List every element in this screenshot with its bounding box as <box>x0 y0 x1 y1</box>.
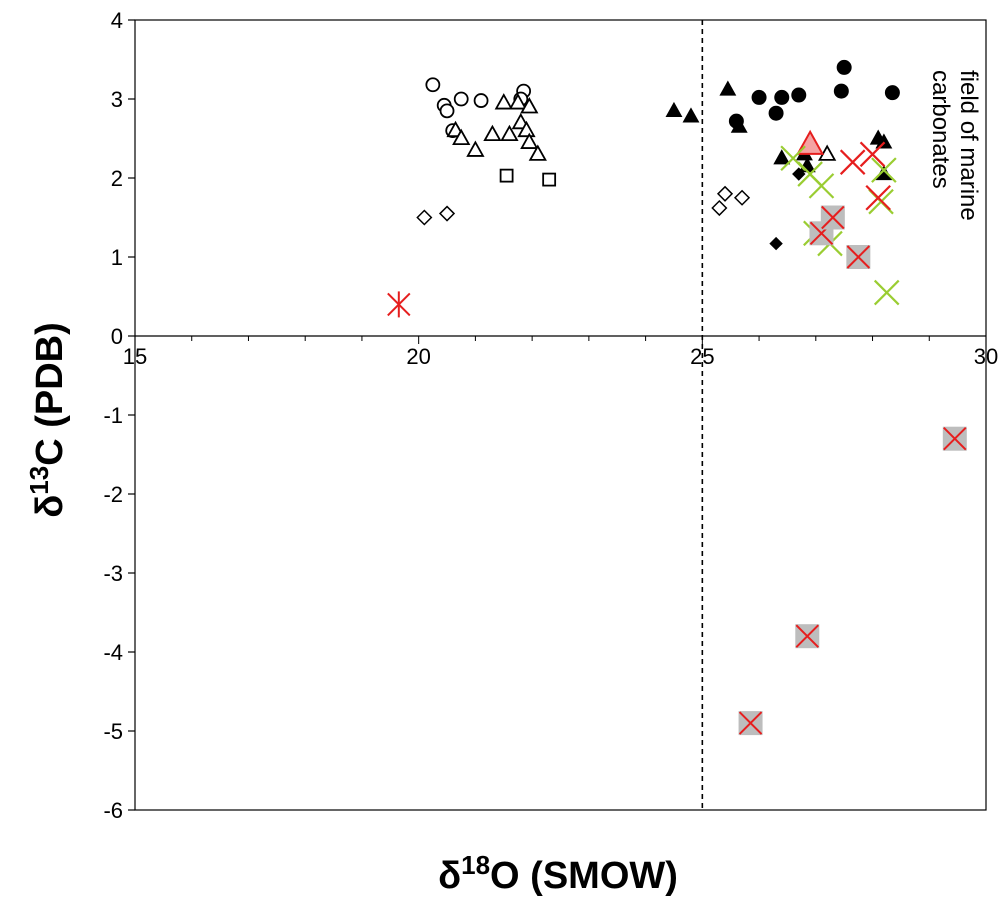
data-point-triangle-open <box>494 93 513 110</box>
y-tick-label: 2 <box>111 166 123 191</box>
axis-labels: 4 3 2 1 0 -1 -2 -3 -4 -5 -6 15 20 25 30 <box>103 8 998 823</box>
y-tick-label: -1 <box>103 403 123 428</box>
y-axis-title-base: δ <box>29 495 71 518</box>
data-point-x <box>873 279 900 306</box>
data-point-triangle-filled <box>773 149 791 165</box>
data-point-x <box>808 173 835 199</box>
data-point-circle-filled <box>774 89 790 105</box>
data-point-diamond-open <box>416 209 433 226</box>
data-point-triangle-open <box>483 124 502 142</box>
annotation-line-1: field of marine <box>955 70 982 221</box>
data-point-star <box>387 291 411 318</box>
y-axis-title-sup: 13 <box>24 466 54 495</box>
y-tick-label: -5 <box>103 719 123 744</box>
x-tick-label: 25 <box>690 344 714 369</box>
y-tick-label: -2 <box>103 482 123 507</box>
data-point-circle-filled <box>833 83 849 99</box>
data-point-triangle-filled <box>875 133 893 149</box>
y-tick-label: 4 <box>111 8 123 33</box>
data-point-circle-filled <box>884 85 900 101</box>
data-point-diamond-open <box>716 185 734 202</box>
x-axis-title-sup: 18 <box>461 850 490 880</box>
data-point-x <box>865 184 891 211</box>
data-point-x-in-square <box>738 711 763 736</box>
x-tick-label: 20 <box>406 344 430 369</box>
data-point-triangle-open <box>818 144 837 161</box>
axes <box>128 19 987 811</box>
data-point-x <box>839 149 866 175</box>
x-tick-label: 30 <box>974 344 998 369</box>
data-point-x <box>859 141 886 168</box>
data-point-circle-filled <box>728 113 744 129</box>
data-point-triangle-open <box>466 140 485 157</box>
y-tick-label: 3 <box>111 87 123 112</box>
data-point-circle-open <box>439 103 455 119</box>
data-point-circle-filled <box>751 89 767 105</box>
annotation-line-2: carbonates <box>927 70 954 189</box>
data-point-circle-filled <box>791 87 807 103</box>
y-tick-label: -6 <box>103 798 123 823</box>
y-axis-title-rest: C (PDB) <box>29 322 71 466</box>
data-point-triangle-filled <box>719 80 737 96</box>
data-point-triangle-open <box>508 93 528 110</box>
data-point-circle-filled <box>768 105 784 121</box>
data-point-x-in-square <box>942 426 967 451</box>
data-point-x-in-square <box>820 205 845 230</box>
x-axis-title-base: δ <box>438 855 461 897</box>
x-axis-title: δ18O (SMOW) <box>438 850 678 897</box>
data-point-square-open <box>542 172 557 187</box>
data-point-triangle-filled <box>665 101 683 117</box>
data-point-diamond-filled <box>769 236 783 251</box>
data-point-triangle-open <box>500 124 519 142</box>
data-point-circle-open <box>473 93 489 108</box>
y-tick-label: -3 <box>103 561 123 586</box>
data-point-diamond-filled <box>792 167 806 181</box>
data-point-triangle-filled <box>682 107 700 123</box>
y-axis-title: δ13C (PDB) <box>24 322 71 518</box>
data-point-x-in-square <box>846 245 871 269</box>
data-marks <box>387 59 967 736</box>
data-point-diamond-open <box>438 205 456 222</box>
y-tick-label: 0 <box>111 324 123 349</box>
data-point-square-open <box>499 168 514 183</box>
data-point-triangle-open <box>528 144 547 161</box>
data-point-diamond-open <box>711 199 728 217</box>
data-point-circle-open <box>425 77 441 93</box>
data-point-triangle-open <box>520 132 539 149</box>
y-tick-label: 1 <box>111 245 123 270</box>
x-axis-title-rest: O (SMOW) <box>490 855 678 897</box>
plot-area <box>134 19 987 811</box>
data-point-circle-open <box>453 91 469 107</box>
data-point-circle-filled <box>836 59 852 75</box>
data-point-triangle-open <box>520 97 539 114</box>
marine-carbonates-annotation: field of marine carbonates <box>927 70 982 227</box>
data-point-diamond-open <box>733 189 751 206</box>
x-tick-label: 15 <box>123 344 147 369</box>
data-point-x-in-square <box>795 624 820 649</box>
data-point-triangle-open <box>452 128 471 146</box>
data-point-triangle-open <box>517 120 536 138</box>
data-point-x <box>871 157 897 183</box>
y-tick-label: -4 <box>103 640 123 665</box>
